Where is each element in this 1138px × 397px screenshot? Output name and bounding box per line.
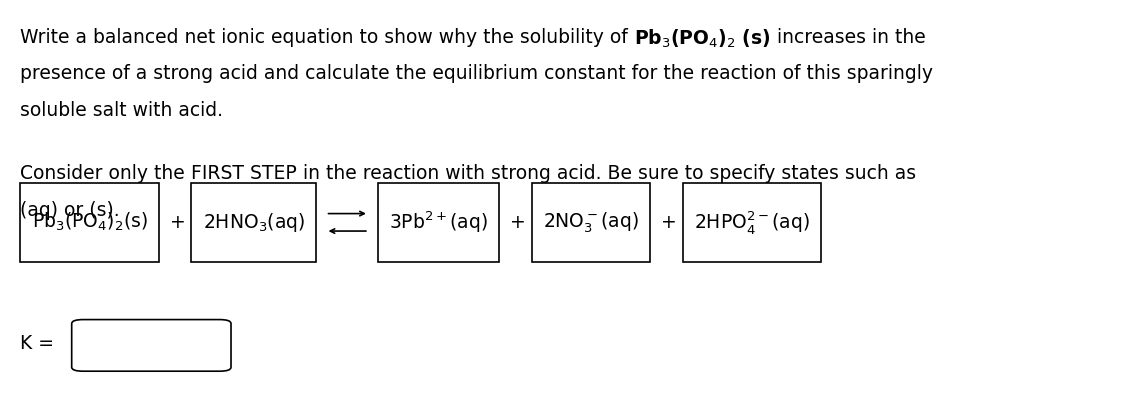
Text: FIRST STEP: FIRST STEP [191, 164, 297, 183]
Text: +: + [504, 213, 531, 232]
Text: K =: K = [20, 334, 55, 353]
Text: Consider only the: Consider only the [20, 164, 191, 183]
Text: soluble salt with acid.: soluble salt with acid. [20, 101, 223, 120]
Text: in the reaction with strong acid. Be sure to specify states such as: in the reaction with strong acid. Be sur… [297, 164, 916, 183]
Text: Pb$_3$(PO$_4$)$_2$(s): Pb$_3$(PO$_4$)$_2$(s) [32, 211, 148, 233]
Text: 2HNO$_3$(aq): 2HNO$_3$(aq) [203, 211, 305, 234]
Text: +: + [164, 213, 191, 232]
Text: +: + [655, 213, 683, 232]
Text: increases in the: increases in the [770, 28, 925, 47]
Text: presence of a strong acid and calculate the equilibrium constant for the reactio: presence of a strong acid and calculate … [20, 64, 933, 83]
Text: 2HPO$_4^{2-}$(aq): 2HPO$_4^{2-}$(aq) [694, 209, 810, 236]
Text: (aq) or (s).: (aq) or (s). [20, 201, 121, 220]
Text: Pb$_3$(PO$_4$)$_2$ (s): Pb$_3$(PO$_4$)$_2$ (s) [634, 28, 770, 50]
Text: Write a balanced net ionic equation to show why the solubility of: Write a balanced net ionic equation to s… [20, 28, 634, 47]
Text: 3Pb$^{2+}$(aq): 3Pb$^{2+}$(aq) [389, 210, 488, 235]
Text: 2NO$_3^-$(aq): 2NO$_3^-$(aq) [543, 210, 640, 235]
